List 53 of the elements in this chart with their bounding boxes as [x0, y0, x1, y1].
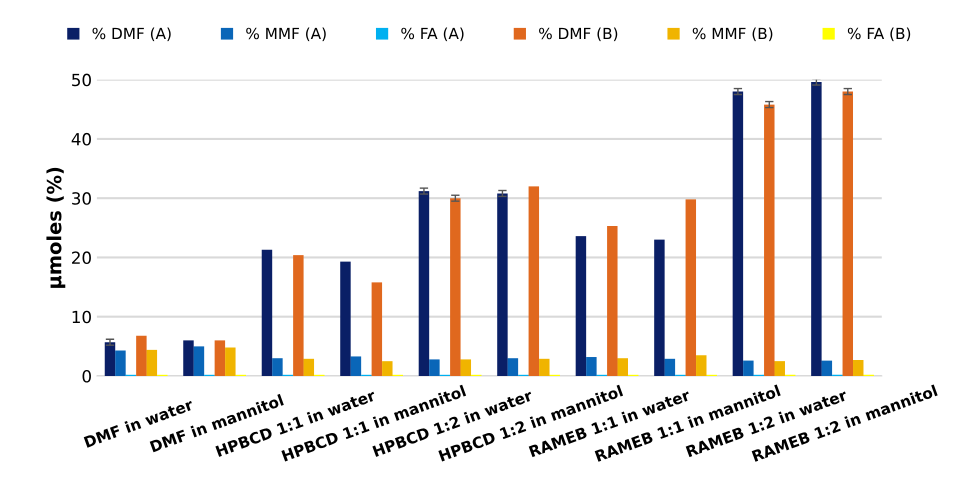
- bar: [528, 186, 540, 376]
- bar: [732, 92, 744, 376]
- y-tick-label: 30: [72, 192, 91, 205]
- bar: [382, 361, 393, 376]
- bar: [460, 359, 472, 376]
- bar: [225, 348, 236, 376]
- bar: [214, 340, 226, 376]
- bar: [822, 360, 832, 376]
- legend-label: % MMF (A): [246, 27, 326, 42]
- bar: [136, 336, 147, 376]
- bar: [686, 199, 696, 376]
- legend-label: % DMF (A): [92, 27, 171, 42]
- bar: [811, 82, 822, 376]
- y-tick-label: 0: [82, 370, 91, 383]
- bar: [774, 361, 785, 376]
- bar: [618, 358, 628, 376]
- legend-label: % FA (A): [401, 27, 464, 42]
- bar: [194, 346, 204, 376]
- legend-label: % DMF (B): [539, 27, 618, 42]
- bar: [418, 191, 430, 376]
- bar: [764, 104, 775, 376]
- bar: [743, 360, 754, 376]
- bar: [293, 255, 304, 376]
- bar: [539, 358, 550, 376]
- bar: [853, 360, 864, 376]
- bar: [497, 193, 508, 376]
- bar: [429, 359, 440, 376]
- bar: [104, 342, 116, 376]
- y-tick-label: 10: [72, 310, 91, 324]
- bar: [304, 358, 314, 376]
- bar: [586, 357, 597, 376]
- bar: [576, 236, 586, 376]
- bar: [696, 355, 706, 376]
- legend-label: % MMF (B): [692, 27, 772, 42]
- bar: [146, 350, 158, 376]
- bar: [508, 358, 518, 376]
- y-tick-label: 50: [72, 74, 91, 86]
- y-tick-label: 20: [72, 251, 91, 264]
- y-tick-label: 40: [72, 132, 91, 146]
- bar: [664, 358, 676, 376]
- bar: [262, 250, 272, 376]
- bar: [183, 340, 194, 376]
- bar: [372, 282, 382, 376]
- y-axis-title: µmoles (%): [46, 168, 66, 288]
- bar: [607, 226, 618, 376]
- bar: [842, 92, 854, 376]
- bar: [654, 240, 665, 376]
- bar: [272, 358, 283, 376]
- bar: [450, 198, 461, 376]
- bar: [350, 356, 362, 376]
- bar: [340, 262, 351, 376]
- bar: [115, 350, 126, 376]
- legend-label: % FA (B): [848, 27, 910, 42]
